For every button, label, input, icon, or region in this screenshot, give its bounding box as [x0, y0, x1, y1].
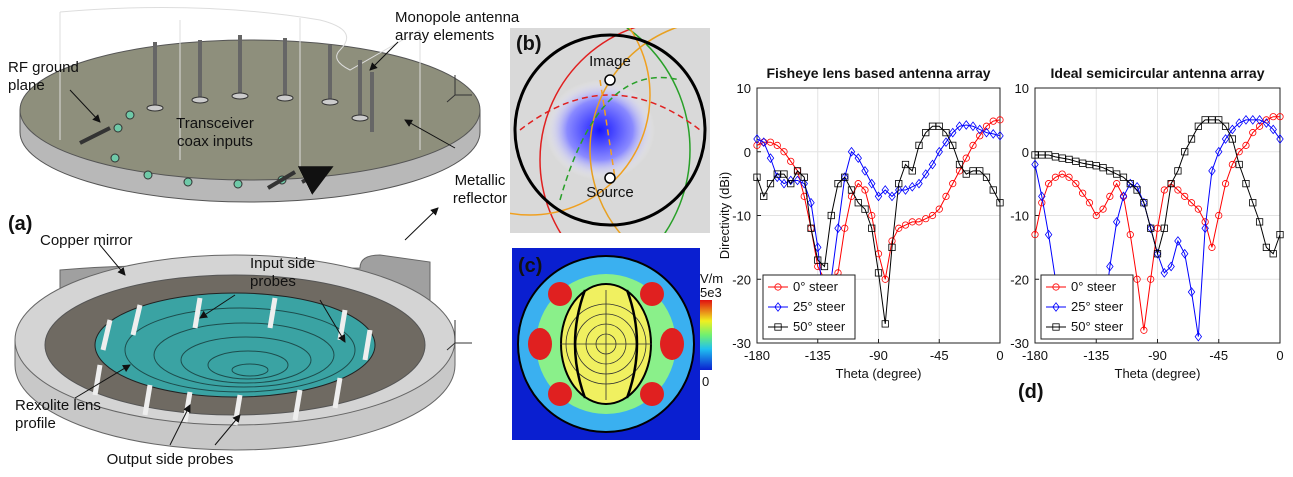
x-tick-label: -135 [1083, 348, 1109, 363]
chart-title: Fisheye lens based antenna array [766, 65, 990, 81]
legend-label: 50° steer [793, 319, 846, 334]
label: (b) [516, 33, 542, 55]
y-tick-label: 0 [744, 145, 751, 160]
label-line: plane [8, 77, 45, 94]
label-line: profile [15, 415, 56, 432]
label: Transceivercoax inputs [176, 115, 254, 150]
lens-drawing [15, 255, 472, 450]
x-tick-label: -135 [805, 348, 831, 363]
y-tick-label: -10 [732, 209, 751, 224]
y-axis-label: Directivity (dBi) [717, 172, 732, 259]
x-tick-label: 0 [1276, 348, 1283, 363]
pointer [405, 208, 438, 240]
chart-title: Ideal semicircular antenna array [1051, 65, 1265, 81]
label: V/m [700, 271, 723, 286]
label-line: RF ground [8, 59, 79, 76]
x-axis-label: Theta (degree) [836, 366, 922, 381]
y-tick-label: -10 [1010, 209, 1029, 224]
label-line: probes [250, 273, 296, 290]
x-tick-label: -90 [1148, 348, 1167, 363]
legend-label: 0° steer [1071, 279, 1117, 294]
label-line: reflector [453, 190, 507, 207]
label: Copper mirror [40, 232, 133, 249]
x-tick-label: -45 [1209, 348, 1228, 363]
label-line: Rexolite lens [15, 397, 101, 414]
x-axis-label: Theta (degree) [1115, 366, 1201, 381]
label-line: Metallic [455, 172, 506, 189]
x-tick-label: -180 [1022, 348, 1048, 363]
x-tick-label: -180 [744, 348, 770, 363]
legend-label: 25° steer [1071, 299, 1124, 314]
label-line: Input side [250, 255, 315, 272]
y-tick-label: -20 [732, 272, 751, 287]
label: (a) [8, 213, 32, 235]
label: Output side probes [107, 451, 234, 468]
x-tick-label: 0 [996, 348, 1003, 363]
label: Monopole antennaarray elements [395, 9, 520, 44]
legend-label: 0° steer [793, 279, 839, 294]
label-line: Transceiver [176, 115, 254, 132]
legend-label: 25° steer [793, 299, 846, 314]
label: 5e3 [700, 285, 722, 300]
label: Metallicreflector [453, 172, 507, 207]
y-tick-label: 10 [1015, 81, 1029, 96]
label-line: coax inputs [177, 133, 253, 150]
label: Image [589, 53, 631, 70]
label: 0 [702, 374, 709, 389]
label: (d) [1018, 381, 1044, 403]
label: (c) [518, 255, 542, 277]
label-line: array elements [395, 27, 494, 44]
x-tick-label: -90 [869, 348, 888, 363]
figure: RF groundplane Monopole antennaarray elem… [0, 0, 1293, 477]
y-tick-label: 0 [1022, 145, 1029, 160]
y-tick-label: -20 [1010, 272, 1029, 287]
y-tick-label: 10 [737, 81, 751, 96]
legend-label: 50° steer [1071, 319, 1124, 334]
label-line: Monopole antenna [395, 9, 520, 26]
label: Source [586, 184, 634, 201]
x-tick-label: -45 [930, 348, 949, 363]
